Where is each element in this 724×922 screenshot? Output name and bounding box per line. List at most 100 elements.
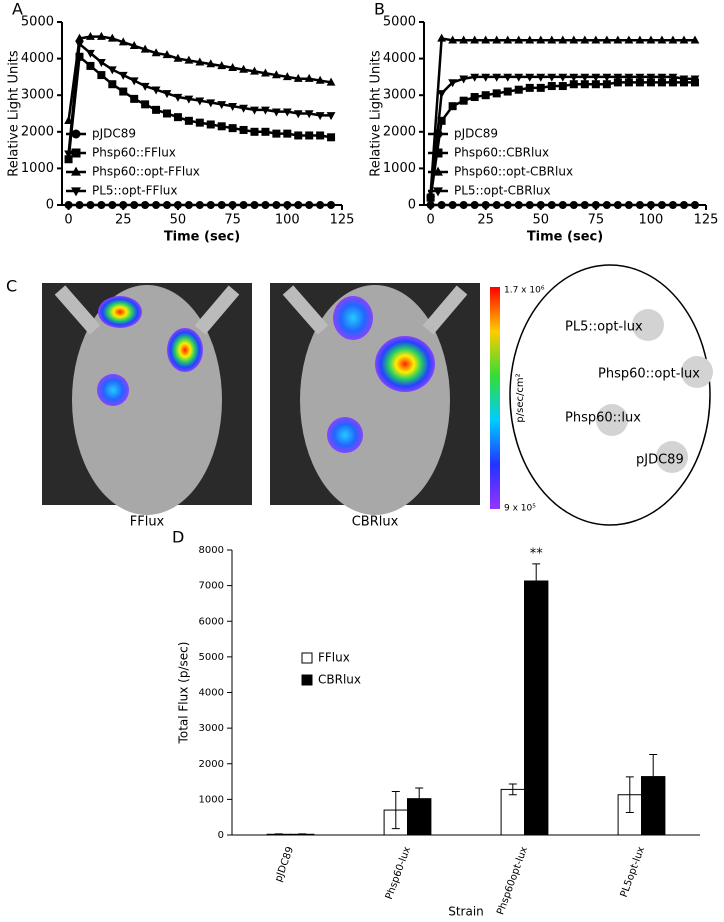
marker	[195, 57, 205, 66]
marker	[305, 131, 314, 140]
marker	[492, 35, 502, 44]
marker	[119, 87, 128, 96]
marker	[108, 80, 117, 89]
marker	[448, 79, 458, 88]
panel-label: D	[172, 528, 184, 547]
marker	[547, 35, 557, 44]
marker	[481, 73, 491, 82]
marker	[624, 73, 634, 82]
diagram-spot	[632, 309, 664, 341]
marker	[569, 80, 578, 89]
marker	[97, 71, 106, 80]
marker	[536, 73, 546, 82]
image-label: FFlux	[130, 515, 165, 530]
marker	[558, 82, 567, 91]
y-tick-label: 0	[218, 830, 224, 841]
marker	[459, 201, 468, 209]
error-bar	[274, 833, 283, 836]
marker	[228, 102, 238, 111]
y-tick-label: 0	[408, 198, 416, 213]
legend-label: Phsp60::opt-FFlux	[92, 165, 200, 179]
marker	[283, 201, 292, 209]
x-tick-label: 50	[532, 213, 549, 228]
marker	[271, 70, 281, 79]
marker	[304, 73, 314, 82]
marker	[635, 73, 645, 82]
marker	[271, 108, 281, 117]
marker	[646, 201, 655, 209]
x-tick-label: 75	[588, 213, 605, 228]
marker	[613, 73, 623, 82]
marker	[558, 35, 568, 44]
marker	[239, 201, 248, 209]
marker	[152, 201, 161, 209]
marker	[459, 35, 469, 44]
y-tick-label: 3000	[199, 723, 224, 734]
legend-swatch	[301, 674, 313, 686]
marker	[525, 83, 534, 92]
x-tick-label: Phsp60-lux	[384, 845, 413, 901]
marker	[503, 201, 512, 209]
error-bar	[298, 833, 307, 836]
marker	[679, 201, 688, 209]
marker	[514, 73, 524, 82]
line	[67, 35, 332, 121]
marker	[437, 90, 447, 99]
marker	[657, 78, 666, 87]
marker	[184, 201, 193, 209]
y-tick-label: 1000	[21, 161, 54, 176]
marker	[569, 73, 579, 82]
marker	[162, 50, 172, 59]
diagram-label: pJDC89	[636, 453, 684, 468]
marker	[293, 110, 303, 119]
marker	[228, 62, 238, 71]
marker	[547, 82, 556, 91]
x-tick-label: 0	[426, 213, 434, 228]
marker	[316, 201, 325, 209]
marker	[107, 66, 117, 75]
marker	[437, 33, 447, 42]
line	[67, 54, 332, 160]
marker	[64, 201, 73, 209]
marker	[536, 35, 546, 44]
marker	[140, 82, 150, 91]
marker	[163, 201, 171, 209]
marker	[304, 110, 314, 119]
marker	[448, 201, 457, 209]
marker	[119, 201, 128, 209]
marker	[503, 35, 513, 44]
marker	[602, 201, 611, 209]
marker	[228, 201, 237, 209]
marker	[239, 125, 248, 134]
y-tick-label: 4000	[21, 51, 54, 66]
y-tick-label: 7000	[199, 581, 224, 592]
marker	[239, 64, 248, 73]
marker	[217, 61, 227, 70]
marker	[261, 68, 270, 77]
marker	[327, 201, 336, 209]
marker	[657, 35, 667, 44]
marker	[668, 201, 677, 209]
marker	[481, 201, 490, 209]
marker	[294, 131, 303, 140]
x-tick-label: PL5opt-lux	[619, 845, 647, 899]
x-tick-label: 100	[639, 213, 664, 228]
x-tick-label: 75	[224, 213, 241, 228]
marker	[569, 201, 578, 209]
x-tick-label: 125	[330, 213, 355, 228]
marker	[459, 96, 468, 105]
marker	[569, 35, 579, 44]
marker	[668, 73, 678, 82]
marker	[470, 35, 480, 44]
y-tick-label: 5000	[383, 15, 416, 30]
diagram-label: PL5::opt-lux	[565, 320, 643, 335]
marker	[261, 127, 270, 136]
marker	[206, 120, 215, 129]
marker	[118, 37, 128, 46]
marker	[217, 201, 226, 209]
marker	[679, 35, 689, 44]
y-tick-label: 1000	[383, 161, 416, 176]
marker	[580, 80, 589, 89]
marker	[525, 201, 534, 209]
marker	[613, 35, 623, 44]
